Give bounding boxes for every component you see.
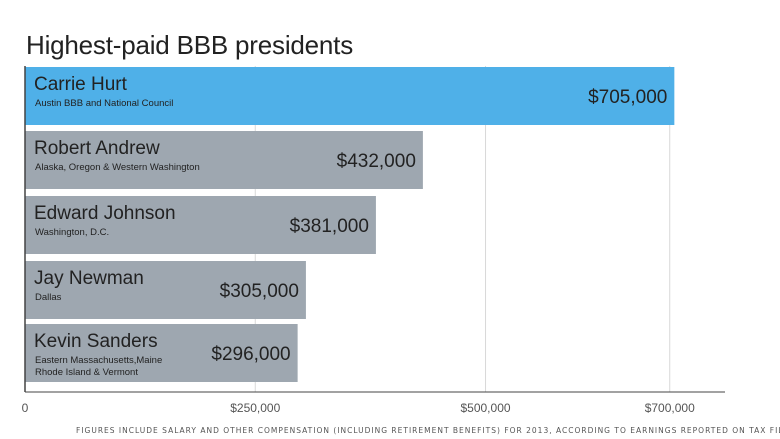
bar-name-label: Carrie Hurt <box>34 74 128 95</box>
bar <box>25 196 376 254</box>
x-tick-label: 0 <box>22 401 29 415</box>
bar-name-label: Edward Johnson <box>34 203 176 224</box>
bar <box>25 261 306 319</box>
chart-title: Highest-paid BBB presidents <box>26 30 354 60</box>
bar-subtitle-label: Rhode Island & Vermont <box>35 367 138 378</box>
x-tick-label: $500,000 <box>460 401 510 415</box>
x-tick-label: $700,000 <box>645 401 695 415</box>
bar-value-label: $705,000 <box>588 87 667 108</box>
bar-name-label: Kevin Sanders <box>34 331 158 352</box>
bar <box>25 324 298 382</box>
bar-subtitle-label: Alaska, Oregon & Western Washington <box>35 162 200 173</box>
bar-value-label: $296,000 <box>211 344 290 365</box>
bar <box>25 67 675 125</box>
bar-value-label: $305,000 <box>220 281 299 302</box>
bar <box>25 131 423 189</box>
bar-value-label: $381,000 <box>290 216 369 237</box>
bar-subtitle-label: Eastern Massachusetts,Maine <box>35 355 162 366</box>
bar-subtitle-label: Austin BBB and National Council <box>35 98 173 109</box>
chart-footnote: FIGURES INCLUDE SALARY AND OTHER COMPENS… <box>76 426 780 435</box>
bar-name-label: Robert Andrew <box>34 138 160 159</box>
x-tick-label: $250,000 <box>230 401 280 415</box>
bar-value-label: $432,000 <box>337 151 416 172</box>
bar-subtitle-label: Washington, D.C. <box>35 227 109 238</box>
bar-subtitle-label: Dallas <box>35 292 62 303</box>
bar-name-label: Jay Newman <box>34 268 144 289</box>
